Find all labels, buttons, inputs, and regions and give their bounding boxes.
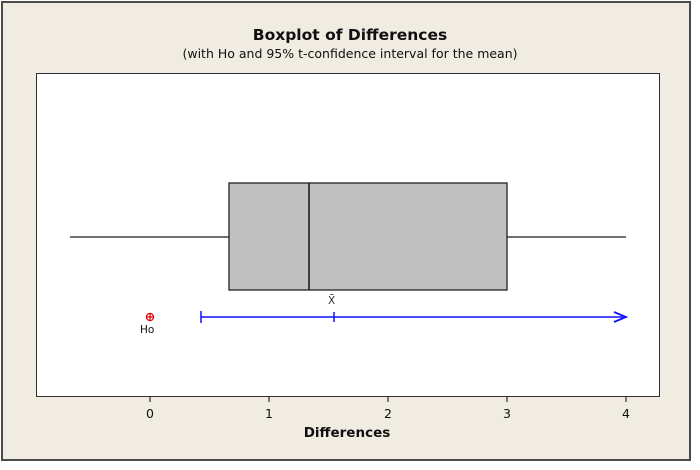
x-tick-label-3: 3 bbox=[503, 406, 511, 421]
chart-subtitle: (with Ho and 95% t-confidence interval f… bbox=[182, 46, 518, 61]
ci-arrow-icon bbox=[613, 311, 629, 323]
x-tick-label-2: 2 bbox=[384, 406, 392, 421]
x-tick-label-4: 4 bbox=[622, 406, 630, 421]
iqr-box bbox=[228, 182, 508, 291]
x-tick-label-1: 1 bbox=[265, 406, 273, 421]
x-axis-label: Differences bbox=[303, 425, 391, 441]
x-tick-label-0: 0 bbox=[146, 406, 154, 421]
mean-label: X̄ bbox=[328, 295, 336, 307]
ho-label: Ho bbox=[140, 324, 155, 336]
ho-marker-icon bbox=[145, 312, 155, 322]
chart-title: Boxplot of Differences bbox=[252, 26, 448, 44]
confidence-interval bbox=[200, 311, 629, 323]
x-axis-ticks bbox=[149, 397, 627, 402]
